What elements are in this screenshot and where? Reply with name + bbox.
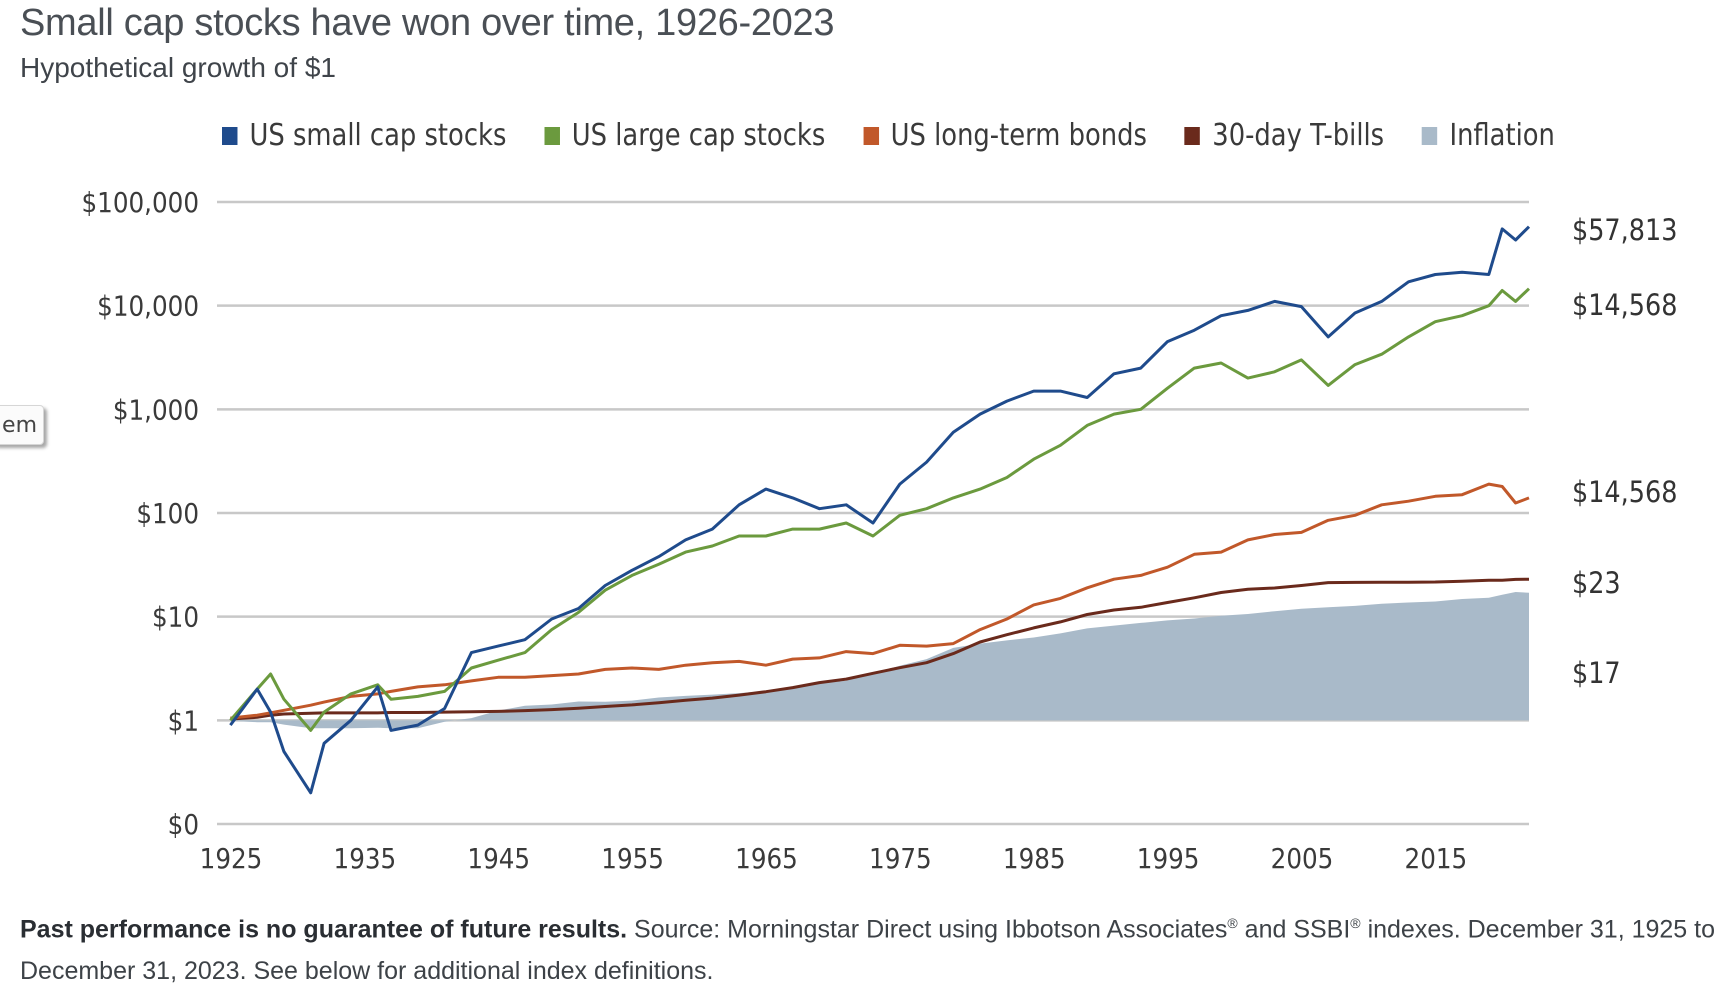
inflation-area xyxy=(230,592,1530,729)
end-value-label: $23 xyxy=(1572,568,1621,601)
x-tick-label: 1985 xyxy=(1003,844,1066,876)
chart-title: Small cap stocks have won over time, 192… xyxy=(20,2,835,44)
legend-swatch-inflation xyxy=(1421,126,1438,145)
x-tick-label: 1935 xyxy=(334,844,397,876)
series-line-us-large-cap-stocks xyxy=(229,287,1531,732)
y-axis-labels: $100,000 $10,000 $1,000 $100 $10 $1 $0 xyxy=(81,188,199,842)
inflation-area-layer xyxy=(230,592,1530,729)
legend-label: US long-term bonds xyxy=(890,118,1147,153)
x-tick-label: 1965 xyxy=(735,844,798,876)
chart-legend: US small cap stocks US large cap stocks … xyxy=(222,118,1593,153)
legend-label: Inflation xyxy=(1449,118,1555,153)
end-value-labels: $57,813 $14,568 $14,568 $23 $17 xyxy=(1572,215,1677,691)
end-value-label: $17 xyxy=(1572,658,1621,691)
disclaimer-bold: Past performance is no guarantee of futu… xyxy=(20,915,628,944)
y-tick-label: $10,000 xyxy=(97,291,199,323)
legend-label: US small cap stocks xyxy=(249,118,507,153)
x-tick-label: 1995 xyxy=(1137,844,1200,876)
x-tick-label: 1955 xyxy=(601,844,664,876)
series-line-us-long-term-bonds xyxy=(230,482,1530,720)
y-tick-label: $100,000 xyxy=(81,188,199,220)
y-tick-label: $10 xyxy=(152,602,199,634)
legend-label: US large cap stocks xyxy=(571,118,826,153)
legend-swatch-small-cap xyxy=(222,126,238,145)
legend-item-small-cap[interactable]: US small cap stocks xyxy=(222,118,506,153)
legend-item-bonds[interactable]: US long-term bonds xyxy=(863,118,1147,153)
legend-label: 30-day T-bills xyxy=(1212,118,1385,153)
y-tick-label: $100 xyxy=(136,499,199,531)
partial-tooltip: em xyxy=(0,405,44,445)
legend-item-tbills[interactable]: 30-day T-bills xyxy=(1184,118,1385,153)
x-tick-label: 1925 xyxy=(200,844,263,876)
chart-subtitle: Hypothetical growth of $1 xyxy=(20,52,336,83)
source-text-2: and SSBI xyxy=(1237,915,1351,944)
series-line-30-day-t-bills xyxy=(230,577,1530,721)
footnote: Past performance is no guarantee of futu… xyxy=(20,902,1720,992)
y-tick-label: $1 xyxy=(168,706,199,738)
registered-mark: ® xyxy=(1227,915,1238,931)
x-tick-label: 2005 xyxy=(1271,844,1334,876)
line-chart: $100,000 $10,000 $1,000 $100 $10 $1 $0 1925 193… xyxy=(81,188,1677,876)
y-tick-label: $0 xyxy=(168,810,199,842)
legend-swatch-bonds xyxy=(863,126,879,145)
registered-mark: ® xyxy=(1350,915,1361,931)
x-tick-label: 2015 xyxy=(1405,844,1468,876)
legend-swatch-large-cap xyxy=(544,126,560,145)
gridlines xyxy=(217,200,1529,826)
x-tick-label: 1945 xyxy=(467,844,530,876)
legend-item-large-cap[interactable]: US large cap stocks xyxy=(544,118,825,153)
end-value-label: $57,813 xyxy=(1572,215,1677,248)
x-axis-labels: 1925 1935 1945 1955 1965 1975 1985 1995 2005 2015 xyxy=(200,844,1468,876)
series-lines xyxy=(229,225,1531,795)
legend-swatch-tbills xyxy=(1184,126,1201,145)
y-tick-label: $1,000 xyxy=(113,395,199,427)
end-value-label: $14,568 xyxy=(1572,290,1677,323)
series-line-us-small-cap-stocks xyxy=(229,225,1531,795)
x-tick-label: 1975 xyxy=(869,844,932,876)
end-value-label: $14,568 xyxy=(1572,477,1677,510)
legend-item-inflation[interactable]: Inflation xyxy=(1421,118,1555,153)
source-text-1: Source: Morningstar Direct using Ibbotso… xyxy=(627,915,1228,944)
